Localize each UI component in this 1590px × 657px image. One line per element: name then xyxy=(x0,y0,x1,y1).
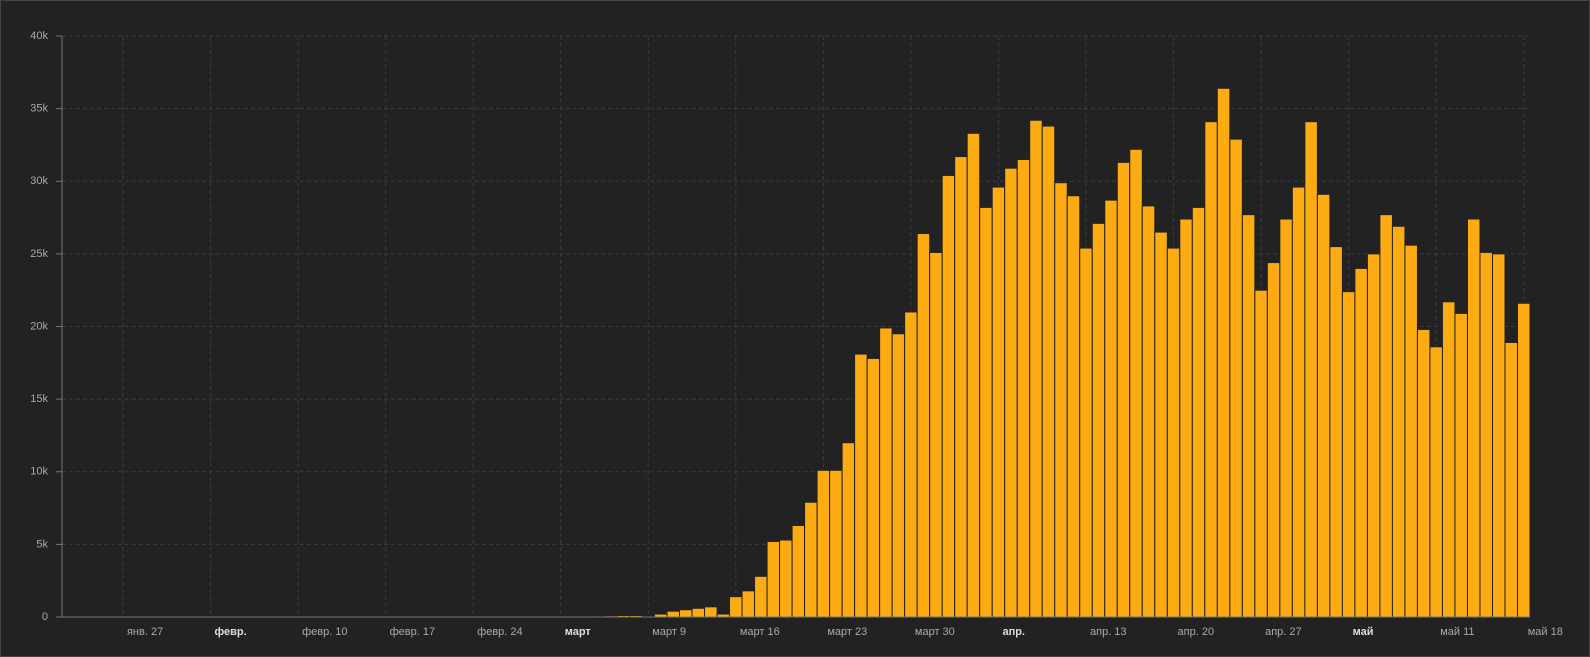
bar xyxy=(1504,341,1518,618)
bar xyxy=(1491,253,1506,618)
bar xyxy=(1179,218,1193,618)
bar xyxy=(1216,87,1231,618)
bar xyxy=(1116,161,1131,618)
bar xyxy=(1254,289,1268,618)
y-tick-label: 35k xyxy=(30,103,48,115)
bar xyxy=(1454,312,1468,618)
y-tick-label: 20k xyxy=(30,320,48,332)
bar xyxy=(704,606,718,618)
y-tick-label: 0 xyxy=(42,611,48,623)
bar xyxy=(1316,193,1331,618)
bar xyxy=(791,524,806,618)
bar xyxy=(679,609,693,618)
bar xyxy=(1166,247,1181,618)
bar xyxy=(904,311,918,618)
bar xyxy=(741,590,756,618)
x-tick-label: март xyxy=(565,626,592,638)
bar xyxy=(1191,206,1206,618)
y-tick-label: 5k xyxy=(36,538,48,550)
bar xyxy=(1241,214,1256,618)
bar xyxy=(866,357,881,618)
y-tick-label: 30k xyxy=(30,175,48,187)
bar xyxy=(666,610,681,618)
bar xyxy=(891,333,906,618)
bar xyxy=(1441,301,1456,618)
bar xyxy=(729,596,743,618)
bar xyxy=(1004,167,1018,618)
bar xyxy=(1341,291,1356,618)
x-tick-label: февр. 10 xyxy=(302,626,347,638)
bar xyxy=(1304,121,1318,618)
bar xyxy=(954,156,968,618)
bar xyxy=(1016,158,1031,618)
bar xyxy=(1379,214,1393,618)
bar xyxy=(816,469,831,618)
x-tick-label: март 23 xyxy=(827,626,867,638)
bar xyxy=(1404,244,1418,618)
x-tick-label: февр. 24 xyxy=(477,626,522,638)
bar xyxy=(991,186,1006,618)
bar xyxy=(1079,247,1093,618)
bar xyxy=(1329,246,1343,618)
y-tick-label: 15k xyxy=(30,393,48,405)
bar xyxy=(854,353,868,618)
x-tick-label: март 16 xyxy=(740,626,780,638)
bar xyxy=(841,442,856,618)
bar xyxy=(916,233,931,618)
bar xyxy=(691,607,706,618)
bar xyxy=(1029,119,1043,618)
y-tick-label: 40k xyxy=(30,30,48,42)
bar xyxy=(1266,262,1281,618)
bar xyxy=(1229,138,1243,618)
bar xyxy=(779,539,793,618)
x-tick-label: апр. 27 xyxy=(1265,626,1302,638)
bar xyxy=(1279,218,1293,618)
bar xyxy=(1479,251,1493,618)
bar xyxy=(1091,222,1106,618)
bar xyxy=(1416,328,1431,618)
bar xyxy=(1391,225,1406,618)
bar xyxy=(1041,125,1056,618)
bar xyxy=(804,501,818,618)
x-tick-label: февр. 17 xyxy=(390,626,435,638)
y-tick-label: 10k xyxy=(30,466,48,478)
bar xyxy=(829,469,843,618)
bar xyxy=(1129,148,1143,618)
x-tick-label: май xyxy=(1353,626,1374,638)
x-tick-label: апр. 20 xyxy=(1178,626,1215,638)
bar xyxy=(1291,186,1306,618)
bar xyxy=(766,540,781,618)
bar xyxy=(1066,195,1081,618)
x-tick-label: март 30 xyxy=(915,626,955,638)
bar xyxy=(1141,205,1156,618)
x-tick-label: май 11 xyxy=(1440,626,1474,638)
bar xyxy=(1054,182,1068,618)
bar xyxy=(1366,253,1381,618)
x-tick-label: май 18 xyxy=(1528,626,1563,638)
x-tick-label: янв. 27 xyxy=(127,626,163,638)
bar xyxy=(979,206,993,618)
bar xyxy=(1466,218,1481,618)
x-tick-label: апр. 13 xyxy=(1090,626,1127,638)
x-tick-label: март 9 xyxy=(652,626,686,638)
bar xyxy=(1154,231,1168,618)
bar xyxy=(1516,302,1531,618)
bar xyxy=(929,251,943,618)
bar xyxy=(1354,267,1368,618)
bar xyxy=(879,327,893,618)
bar xyxy=(966,132,981,618)
x-tick-label: апр. xyxy=(1002,626,1025,638)
x-tick-label: февр. xyxy=(215,626,247,638)
bar xyxy=(1104,199,1118,618)
bar xyxy=(1204,121,1218,618)
bar xyxy=(1429,346,1443,618)
bar xyxy=(941,174,956,618)
y-tick-label: 25k xyxy=(30,248,48,260)
bar xyxy=(754,575,768,618)
